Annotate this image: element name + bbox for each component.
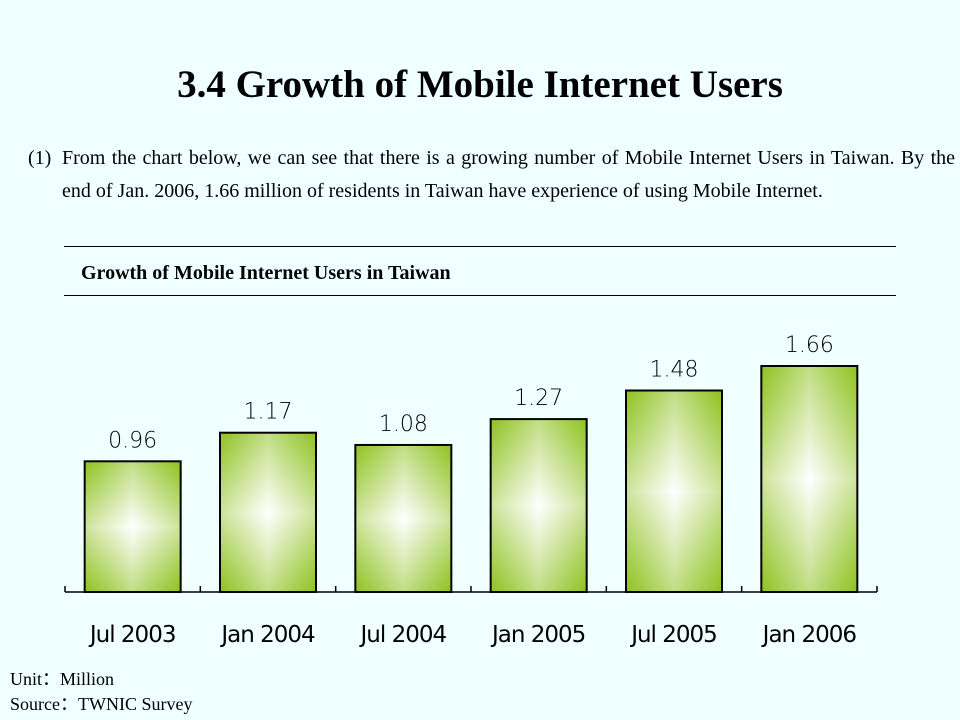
x-tick-label: Jul 2005 (629, 622, 717, 648)
chart-title-rule-bottom (64, 295, 896, 296)
x-tick-label: Jan 2006 (761, 622, 857, 648)
chart-title-rule-top (64, 246, 896, 247)
paragraph-number: (1) (28, 147, 52, 169)
x-tick-label: Jul 2004 (359, 622, 447, 648)
bar-2 (219, 431, 317, 593)
bar-chart: 0.96 1.17 1.08 1.27 1.48 1.66 Jul 2003 Jan 200… (64, 333, 878, 648)
x-tick-label: Jan 2004 (219, 622, 315, 648)
bar-value-label: 1.17 (244, 400, 293, 425)
x-tick-label: Jan 2005 (490, 622, 585, 648)
bar-value-label: 1.27 (514, 386, 563, 411)
bar-value-label: 1.66 (785, 333, 834, 358)
bar-5 (625, 389, 723, 593)
bar-value-label: 1.48 (650, 358, 699, 383)
bar-value-label: 1.08 (379, 412, 428, 437)
bar-6 (760, 365, 859, 593)
intro-paragraph: From the chart below, we can see that th… (62, 147, 955, 202)
unit-note: Unit：Million (10, 669, 115, 689)
x-tick-label: Jul 2003 (88, 622, 176, 648)
chart-title: Growth of Mobile Internet Users in Taiwa… (81, 262, 451, 284)
bar-value-label: 0.96 (108, 428, 157, 453)
page-title: 3.4 Growth of Mobile Internet Users (177, 63, 783, 106)
bar-1 (83, 460, 182, 593)
bar-4 (489, 418, 588, 593)
bar-3 (354, 443, 453, 593)
source-note: Source：TWNIC Survey (10, 694, 193, 714)
